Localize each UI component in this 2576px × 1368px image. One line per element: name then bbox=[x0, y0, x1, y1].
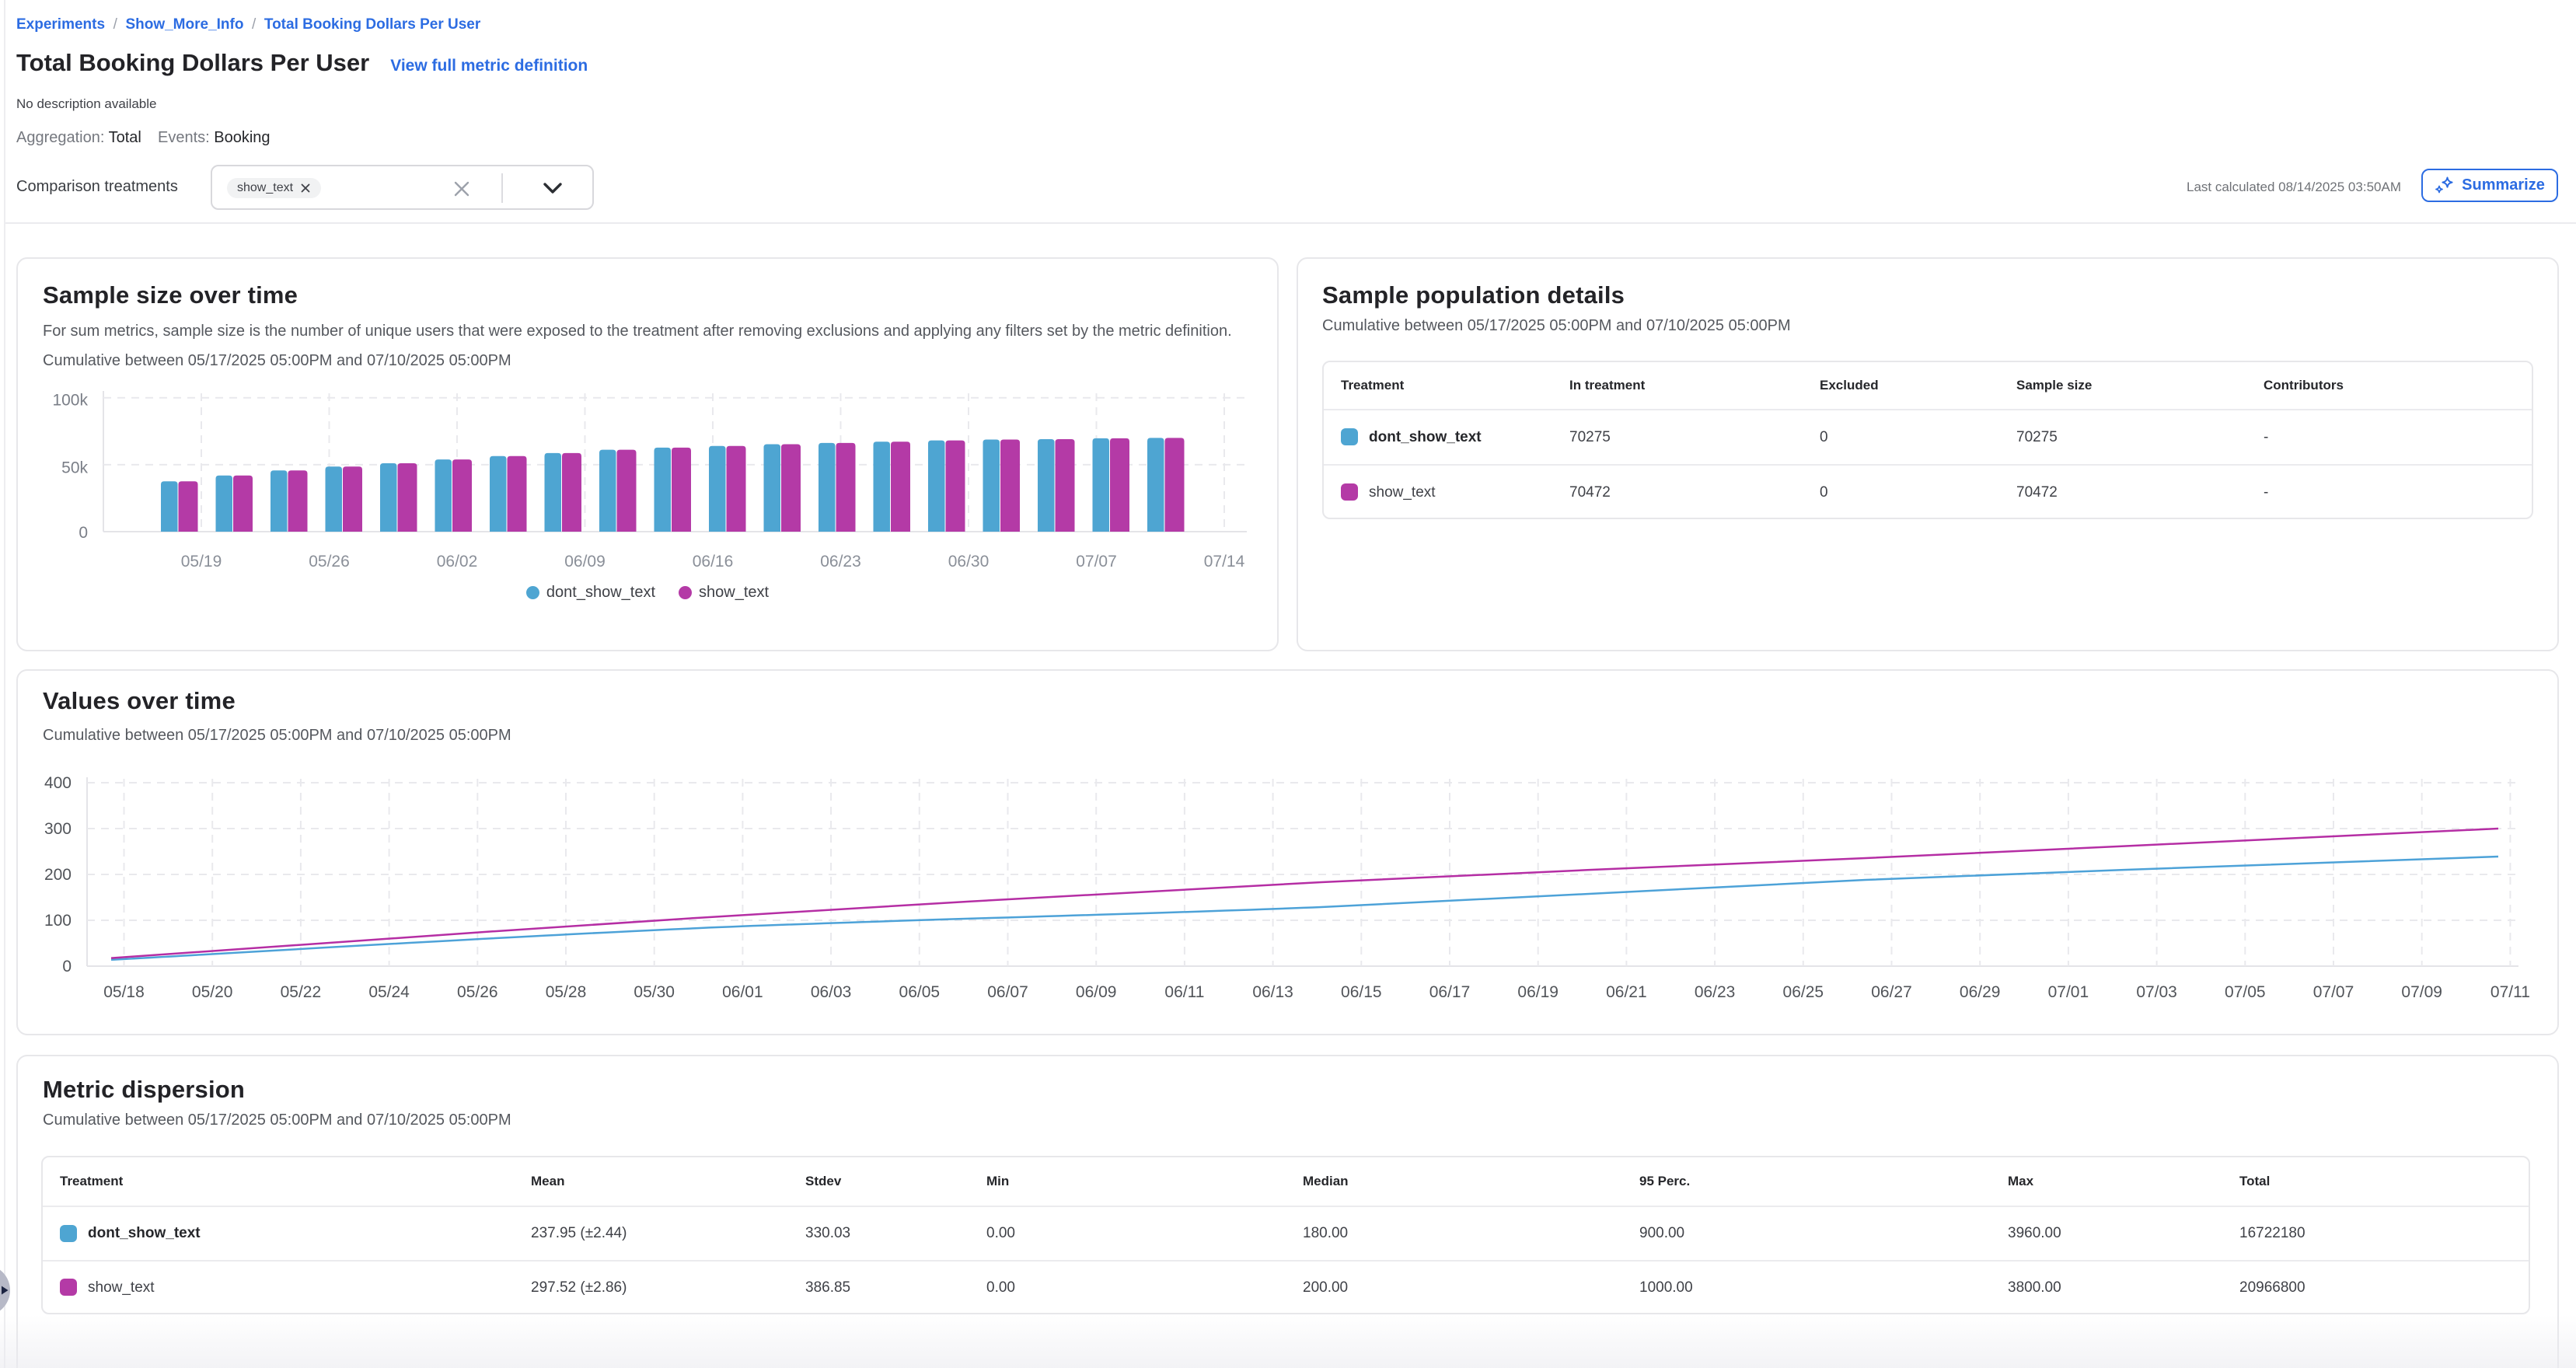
svg-text:06/25: 06/25 bbox=[1783, 983, 1824, 1001]
svg-text:100: 100 bbox=[44, 912, 72, 930]
svg-text:100k: 100k bbox=[52, 392, 88, 410]
svg-text:06/09: 06/09 bbox=[564, 553, 606, 571]
svg-text:06/27: 06/27 bbox=[1871, 983, 1912, 1001]
svg-text:07/07: 07/07 bbox=[1076, 553, 1117, 571]
svg-text:06/23: 06/23 bbox=[1695, 983, 1736, 1001]
svg-text:0: 0 bbox=[62, 958, 72, 975]
svg-text:0: 0 bbox=[79, 524, 88, 542]
svg-text:06/15: 06/15 bbox=[1341, 983, 1382, 1001]
svg-text:06/13: 06/13 bbox=[1252, 983, 1293, 1001]
svg-text:07/11: 07/11 bbox=[2490, 983, 2530, 1001]
svg-text:06/29: 06/29 bbox=[1960, 983, 2001, 1001]
svg-text:06/21: 06/21 bbox=[1606, 983, 1647, 1001]
svg-text:06/05: 06/05 bbox=[899, 983, 941, 1001]
svg-text:06/01: 06/01 bbox=[722, 983, 763, 1001]
svg-text:07/09: 07/09 bbox=[2401, 983, 2442, 1001]
svg-text:06/17: 06/17 bbox=[1429, 983, 1471, 1001]
svg-text:300: 300 bbox=[44, 820, 72, 838]
svg-text:07/03: 07/03 bbox=[2136, 983, 2177, 1001]
svg-text:07/07: 07/07 bbox=[2313, 983, 2354, 1001]
svg-text:05/26: 05/26 bbox=[309, 553, 350, 571]
svg-text:200: 200 bbox=[44, 866, 72, 884]
svg-text:06/19: 06/19 bbox=[1517, 983, 1559, 1001]
svg-text:50k: 50k bbox=[61, 459, 88, 477]
svg-text:05/20: 05/20 bbox=[192, 983, 233, 1001]
svg-text:06/23: 06/23 bbox=[820, 553, 861, 571]
svg-text:06/02: 06/02 bbox=[437, 553, 478, 571]
svg-text:06/07: 06/07 bbox=[987, 983, 1028, 1001]
svg-text:400: 400 bbox=[44, 774, 72, 792]
svg-text:06/30: 06/30 bbox=[948, 553, 990, 571]
svg-text:07/14: 07/14 bbox=[1204, 553, 1245, 571]
svg-text:05/19: 05/19 bbox=[181, 553, 222, 571]
svg-text:06/11: 06/11 bbox=[1164, 983, 1204, 1001]
svg-text:05/26: 05/26 bbox=[457, 983, 498, 1001]
svg-text:07/01: 07/01 bbox=[2048, 983, 2089, 1001]
svg-text:05/18: 05/18 bbox=[103, 983, 145, 1001]
svg-text:05/28: 05/28 bbox=[546, 983, 587, 1001]
svg-text:06/03: 06/03 bbox=[811, 983, 852, 1001]
svg-text:05/30: 05/30 bbox=[634, 983, 675, 1001]
svg-text:06/09: 06/09 bbox=[1076, 983, 1117, 1001]
svg-text:05/24: 05/24 bbox=[368, 983, 410, 1001]
svg-text:07/05: 07/05 bbox=[2225, 983, 2266, 1001]
svg-text:05/22: 05/22 bbox=[281, 983, 322, 1001]
svg-text:06/16: 06/16 bbox=[693, 553, 734, 571]
